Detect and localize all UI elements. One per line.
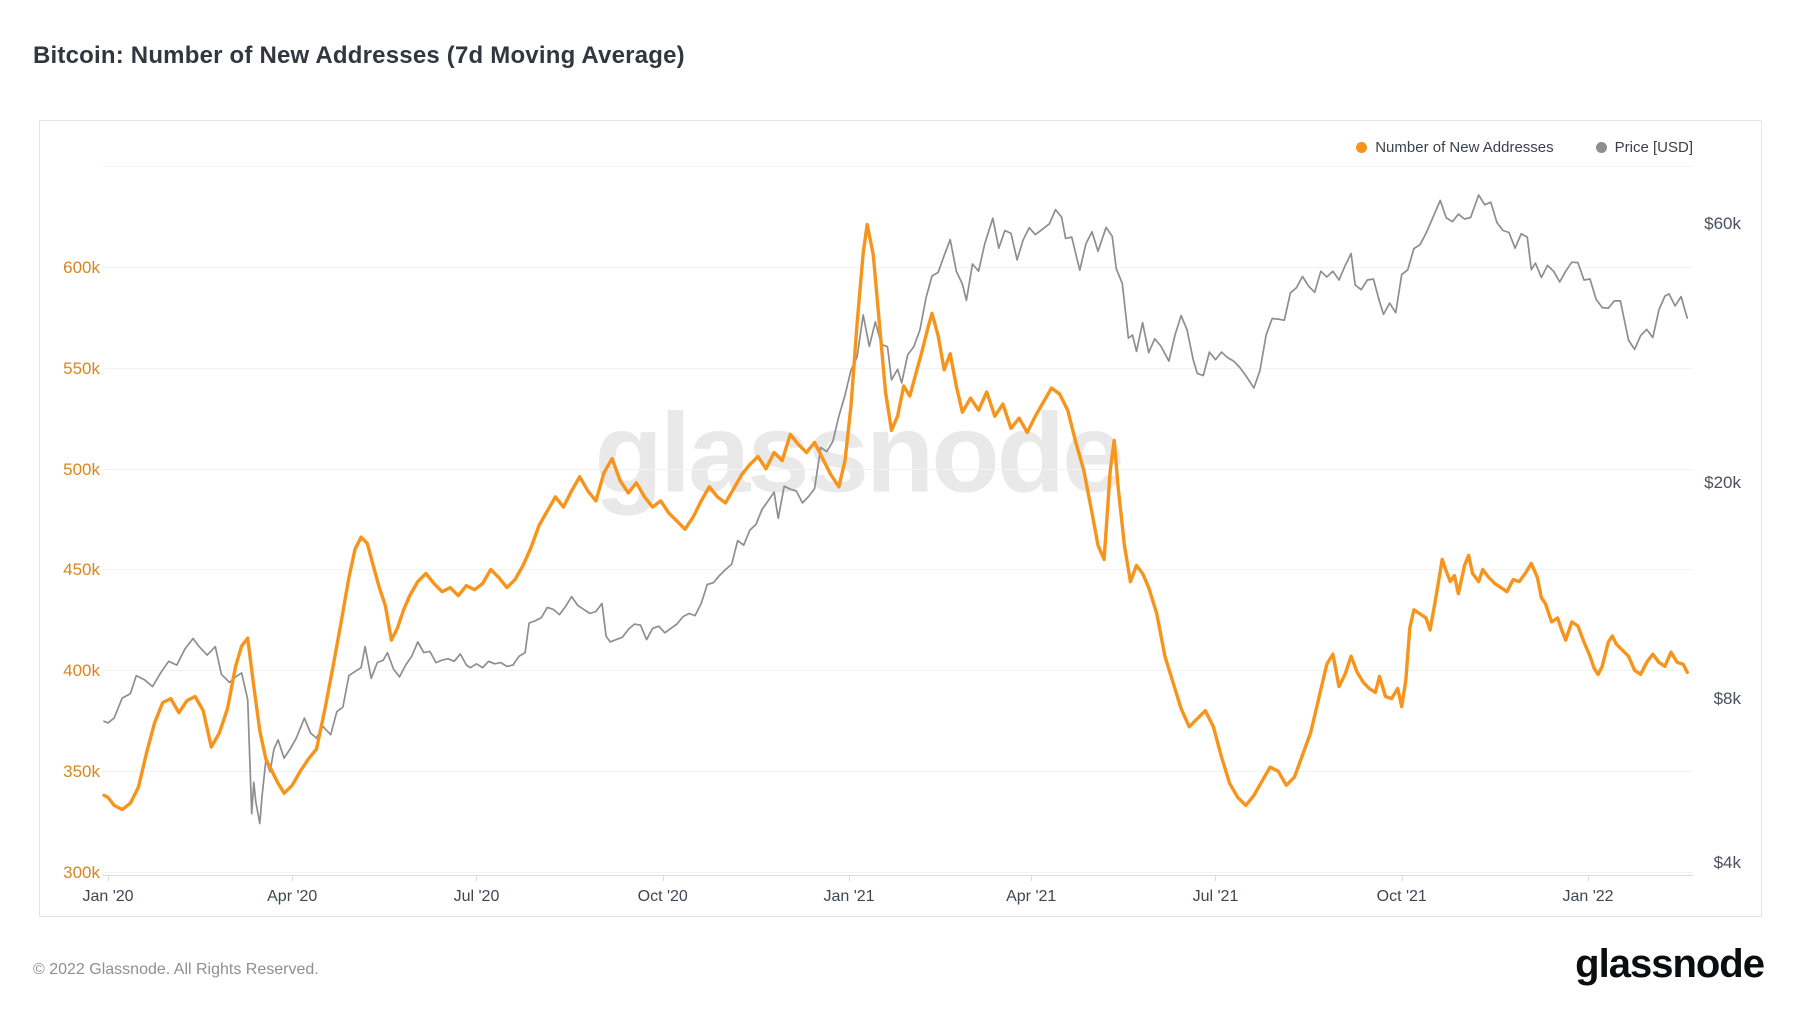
x-axis-tick-label: Apr '20 xyxy=(267,888,318,905)
gridline xyxy=(103,872,1693,873)
x-axis-line xyxy=(103,875,1693,876)
gridline xyxy=(103,469,1693,470)
x-axis-tick-label: Oct '21 xyxy=(1376,888,1427,905)
left-axis-tick-label: 350k xyxy=(63,762,100,782)
legend-item-price[interactable]: Price [USD] xyxy=(1595,139,1693,156)
x-axis-tick-label: Jul '21 xyxy=(1192,888,1239,905)
x-axis-tick xyxy=(1031,876,1032,881)
legend: Number of New Addresses Price [USD] xyxy=(1356,139,1693,156)
page-title: Bitcoin: Number of New Addresses (7d Mov… xyxy=(33,42,685,69)
right-axis-tick-label: $20k xyxy=(1704,473,1741,492)
legend-dot-gray-icon xyxy=(1595,142,1607,153)
left-axis-tick-label: 550k xyxy=(63,358,100,378)
x-axis-tick-label: Apr '21 xyxy=(1006,888,1057,905)
x-axis-tick xyxy=(292,876,293,881)
left-axis-tick-label: 400k xyxy=(63,661,100,681)
gridline xyxy=(103,267,1693,268)
chart-card xyxy=(39,120,1762,917)
left-axis-tick-label: 500k xyxy=(63,459,100,479)
right-axis-tick-label: $4k xyxy=(1713,852,1741,872)
copyright-text: © 2022 Glassnode. All Rights Reserved. xyxy=(33,961,319,978)
x-axis-tick xyxy=(1215,876,1216,881)
legend-item-new-addresses[interactable]: Number of New Addresses xyxy=(1356,139,1554,156)
x-axis-tick xyxy=(1402,876,1403,881)
x-axis-tick xyxy=(108,876,109,881)
gridline xyxy=(103,771,1693,772)
left-axis-tick-label: 600k xyxy=(63,257,100,277)
glassnode-logo: glassnode xyxy=(1575,942,1765,986)
gridline xyxy=(103,670,1693,671)
x-axis-tick xyxy=(476,876,477,881)
gridline xyxy=(103,368,1693,369)
x-axis-tick xyxy=(849,876,850,881)
legend-label-new-addresses: Number of New Addresses xyxy=(1375,139,1554,156)
left-axis-tick-label: 450k xyxy=(63,560,100,580)
left-axis-tick-label: 300k xyxy=(63,863,100,882)
legend-dot-orange-icon xyxy=(1356,142,1368,153)
x-axis-tick xyxy=(1588,876,1589,881)
watermark: glassnode xyxy=(594,390,1125,516)
legend-label-price: Price [USD] xyxy=(1614,139,1693,156)
right-axis-tick-label: $8k xyxy=(1713,689,1741,709)
x-axis-tick-label: Oct '20 xyxy=(637,888,688,905)
x-axis-tick-label: Jan '21 xyxy=(823,888,875,905)
gridline xyxy=(103,569,1693,570)
x-axis-tick-label: Jul '20 xyxy=(453,888,500,905)
x-axis-tick-label: Jan '20 xyxy=(82,888,134,905)
right-axis-tick-label: $60k xyxy=(1704,213,1741,233)
gridline xyxy=(103,166,1693,167)
x-axis-tick-label: Jan '22 xyxy=(1562,888,1614,905)
x-axis-tick xyxy=(663,876,664,881)
